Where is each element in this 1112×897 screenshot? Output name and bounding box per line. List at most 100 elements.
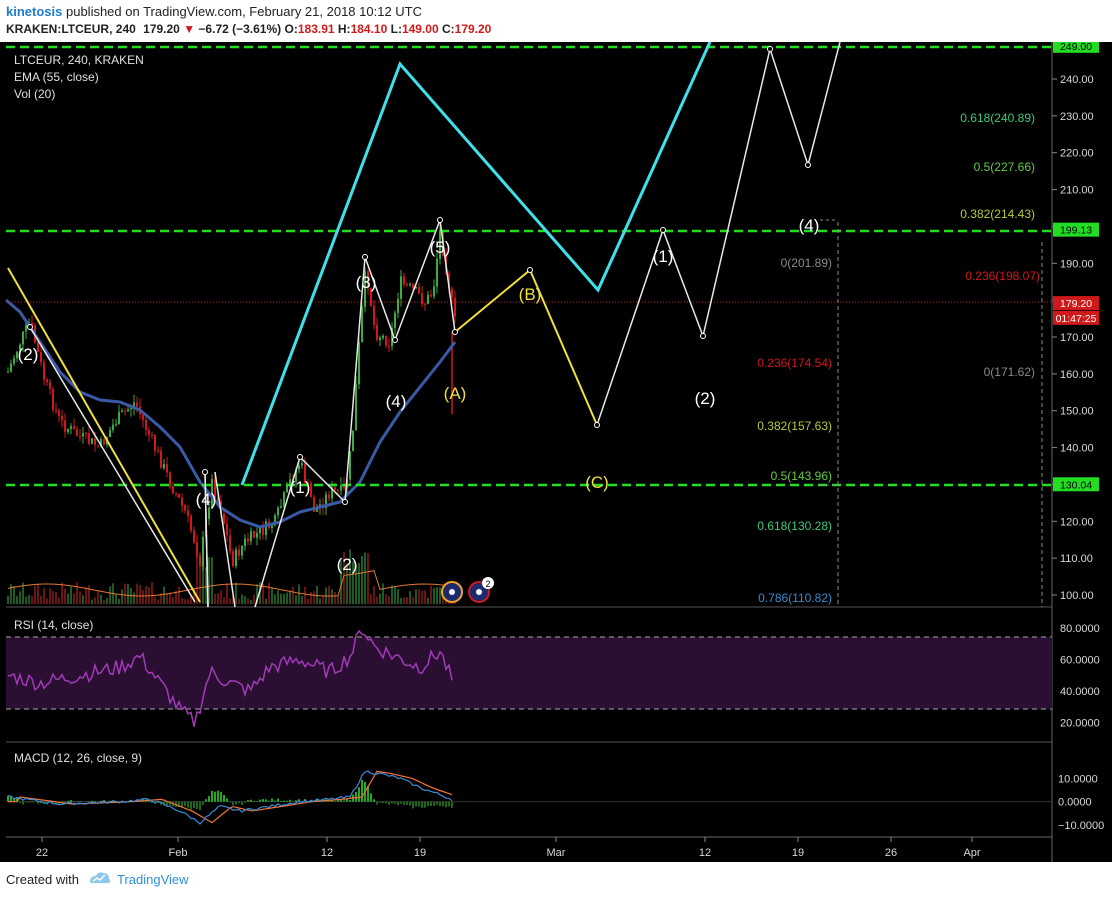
macd-hist-59 <box>184 801 186 807</box>
time-tick-label-3: 19 <box>414 847 426 859</box>
candle-body-58 <box>181 497 183 506</box>
white-wave-left <box>29 326 196 603</box>
macd-hist-139 <box>424 801 426 808</box>
candle-body-53 <box>166 464 168 473</box>
candle-body-100 <box>307 482 309 484</box>
fib-label-3: 0(201.89) <box>781 256 832 270</box>
pivot-dot-13 <box>805 162 811 168</box>
fib-label-5: 0(171.62) <box>984 365 1035 379</box>
wave-label-11: (2) <box>695 389 716 408</box>
candle-body-108 <box>331 487 333 499</box>
macd-hist-1 <box>10 796 12 802</box>
tradingview-logo-icon[interactable] <box>88 870 112 886</box>
volume-bar-138 <box>421 590 423 604</box>
time-tick-label-1: Feb <box>169 847 188 859</box>
macd-hist-124 <box>379 801 381 803</box>
macd-hist-29 <box>94 801 96 802</box>
fib-label-7: 0.382(157.63) <box>757 419 832 433</box>
publish-line: kinetosis published on TradingView.com, … <box>6 4 422 19</box>
pivot-dot-5 <box>392 337 398 343</box>
volume-bar-130 <box>397 589 399 604</box>
wave-label-6: (5) <box>430 238 451 257</box>
candle-body-12 <box>43 362 45 380</box>
volume-bar-70 <box>217 592 219 604</box>
volume-bar-132 <box>403 597 405 604</box>
pivot-dot-3 <box>342 499 348 505</box>
candle-body-147 <box>448 272 450 289</box>
event-icon-1[interactable] <box>441 581 463 603</box>
candle-body-111 <box>340 485 342 491</box>
candle-body-135 <box>412 283 414 289</box>
macd-hist-110 <box>337 800 339 802</box>
volume-bar-62 <box>193 588 195 604</box>
macd-hist-58 <box>181 801 183 807</box>
macd-hist-148 <box>451 801 453 808</box>
macd-hist-142 <box>433 801 435 806</box>
pivot-dot-4 <box>362 254 368 260</box>
candle-body-65 <box>202 536 204 567</box>
volume-bar-32 <box>103 599 105 604</box>
volume-bar-0 <box>7 595 9 604</box>
volume-bar-112 <box>343 551 345 604</box>
volume-bar-65 <box>202 552 204 604</box>
macd-hist-133 <box>406 801 408 805</box>
candle-body-25 <box>82 433 84 437</box>
candle-body-142 <box>433 286 435 297</box>
macd-hist-118 <box>361 779 363 802</box>
macd-hist-61 <box>190 801 192 810</box>
candle-body-99 <box>304 463 306 483</box>
volume-bar-13 <box>46 598 48 604</box>
fib-label-0: 0.618(240.89) <box>960 111 1035 125</box>
macd-hist-147 <box>448 801 450 807</box>
event-icon-2[interactable]: 2 <box>468 577 494 603</box>
volume-bar-113 <box>346 563 348 604</box>
time-axis: 22 Feb 12 19 Mar 12 19 26 Apr <box>36 837 981 859</box>
time-tick-label-5: 12 <box>699 847 711 859</box>
time-tick-label-2: 12 <box>321 847 333 859</box>
candle-body-34 <box>109 430 111 438</box>
candle-body-73 <box>226 523 228 536</box>
candle-body-62 <box>193 530 195 543</box>
volume-bar-111 <box>340 560 342 604</box>
macd-hist-78 <box>241 801 243 806</box>
macd-series <box>6 770 1052 825</box>
time-tick-label-6: 19 <box>792 847 804 859</box>
candle-body-1 <box>10 363 12 372</box>
wave-label-0: (2) <box>18 345 39 364</box>
volume-bar-49 <box>154 596 156 604</box>
candle-body-86 <box>265 521 267 535</box>
chart-area[interactable]: 0.618(240.89) 0.5(227.66) 0.382(214.43) 0(2… <box>0 42 1112 862</box>
candle-body-103 <box>316 508 318 512</box>
volume-bar-24 <box>79 591 81 604</box>
rsi-axis: 20.0000 40.0000 60.0000 80.0000 <box>1060 623 1100 730</box>
volume-bar-44 <box>139 585 141 604</box>
volume-bar-3 <box>16 595 18 604</box>
open-label: O: <box>284 22 298 36</box>
candle-body-69 <box>214 478 216 498</box>
candle-body-91 <box>280 506 282 508</box>
tradingview-link[interactable]: TradingView <box>117 872 189 887</box>
wave-label-3: (2) <box>337 555 358 574</box>
macd-hist-48 <box>151 801 153 803</box>
macd-hist-54 <box>169 801 171 806</box>
candle-body-10 <box>37 342 39 352</box>
macd-hist-92 <box>283 800 285 802</box>
candle-body-96 <box>295 469 297 482</box>
ohlc-line: KRAKEN:LTCEUR, 240 179.20 ▼ −6.72 (−3.61… <box>6 22 491 36</box>
volume-bar-110 <box>337 595 339 604</box>
author-name[interactable]: kinetosis <box>6 4 63 19</box>
symbol-label: KRAKEN:LTCEUR, 240 <box>6 22 136 36</box>
candle-body-84 <box>259 527 261 534</box>
volume-bar-17 <box>58 597 60 604</box>
volume-bar-29 <box>94 597 96 604</box>
macd-hist-94 <box>289 799 291 802</box>
macd-hist-2 <box>13 798 15 802</box>
candle-body-43 <box>136 402 138 407</box>
volume-bar-4 <box>19 591 21 604</box>
candle-body-131 <box>400 276 402 299</box>
candle-body-17 <box>58 410 60 417</box>
candle-body-21 <box>70 426 72 429</box>
macd-tick-label-1: 0.0000 <box>1058 797 1092 809</box>
cyan-projection <box>240 42 712 486</box>
close-value: 179.20 <box>454 22 492 36</box>
